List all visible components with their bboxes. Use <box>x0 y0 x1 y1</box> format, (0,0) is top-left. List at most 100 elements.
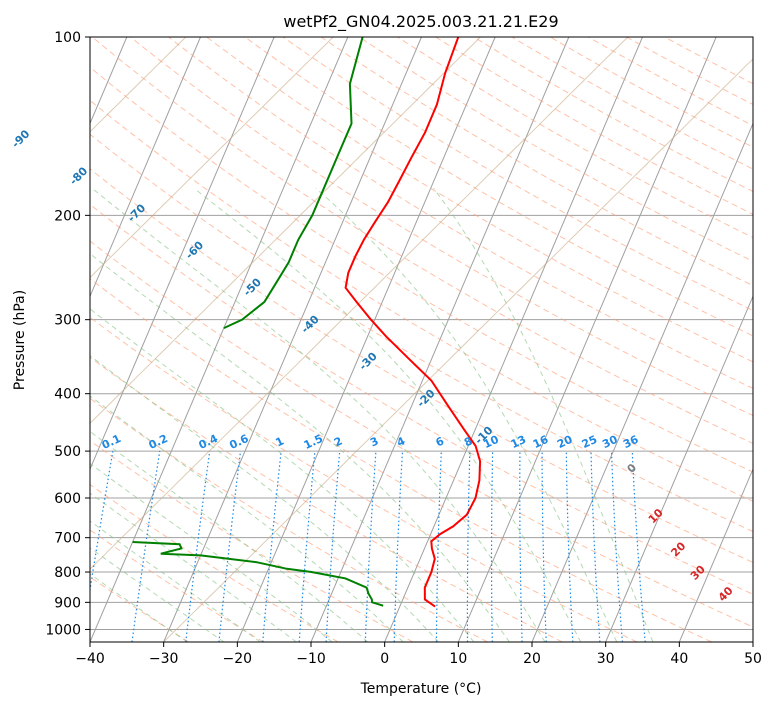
y-tick-label: 600 <box>54 491 81 507</box>
moist-adiabat <box>90 492 297 642</box>
moist-adiabat <box>90 573 188 642</box>
mixing-ratio-line <box>90 450 114 594</box>
dry-adiabat <box>90 316 638 642</box>
moist-adiabat <box>433 187 654 642</box>
mixing-ratio-label: 1.5 <box>302 432 325 452</box>
isotherm-line <box>678 467 753 642</box>
theta-e-label: 0 <box>625 461 640 476</box>
isotherm-line <box>384 37 643 642</box>
dry-adiabat <box>90 440 414 642</box>
x-tick-label: 50 <box>744 651 762 667</box>
x-tick-label: 40 <box>670 651 688 667</box>
theta-e-line <box>90 37 334 279</box>
dry-adiabat <box>90 356 563 642</box>
mixing-ratio-line <box>565 451 574 642</box>
grid-layer <box>90 37 753 642</box>
isotherm-line <box>605 295 753 642</box>
moist-adiabat <box>90 520 261 642</box>
y-tick-label: 800 <box>54 565 81 581</box>
dry-adiabat <box>90 483 339 642</box>
dry-adiabat <box>130 37 753 417</box>
mixing-ratio-label: 16 <box>531 433 551 451</box>
y-tick-label: 400 <box>54 387 81 403</box>
axis-layer: −40 −30 −20 −10 0 10 20 30 40 5010020030040050060… <box>45 30 762 667</box>
dry-adiabat <box>90 133 753 533</box>
x-tick-label: −30 <box>149 651 179 667</box>
mixing-ratio-line <box>298 451 316 642</box>
theta-e-label: 10 <box>646 506 666 526</box>
dry-adiabat <box>168 37 753 389</box>
moist-adiabat <box>315 187 618 642</box>
mixing-ratio-label: 30 <box>600 433 620 451</box>
mixing-ratio-label: 1 <box>274 434 286 449</box>
dry-adiabat <box>206 37 753 363</box>
moist-adiabat <box>90 547 225 642</box>
dry-adiabat <box>90 240 753 628</box>
dry-adiabat <box>90 397 488 642</box>
y-tick-label: 300 <box>54 313 81 329</box>
mixing-ratio-line <box>519 451 523 642</box>
moist-adiabat <box>90 252 510 642</box>
theta-e-line <box>90 37 629 570</box>
x-tick-label: 30 <box>597 651 615 667</box>
x-tick-label: 10 <box>449 651 467 667</box>
mixing-ratio-line <box>466 451 471 642</box>
isotherm-line <box>90 37 275 471</box>
chart-title: wetPf2_GN04.2025.003.21.21.E29 <box>283 12 558 32</box>
mixing-ratio-label: 4 <box>395 434 408 449</box>
theta-e-line <box>90 37 481 425</box>
mixing-ratio-line <box>218 451 242 642</box>
theta-e-line <box>163 58 753 642</box>
mixing-ratio-line <box>610 451 623 642</box>
mixing-ratio-label: 25 <box>580 433 599 451</box>
mixing-ratio-label: 0.1 <box>100 432 123 452</box>
dry-adiabat <box>549 37 753 148</box>
dry-adiabat <box>359 37 753 262</box>
y-tick-label: 200 <box>54 208 81 224</box>
moist-adiabat <box>91 187 546 642</box>
mixing-ratio-label: 20 <box>555 433 575 451</box>
mixing-ratio-line <box>631 451 646 642</box>
dry-adiabat <box>435 37 753 215</box>
dry-adiabat <box>90 278 712 642</box>
x-tick-label: 20 <box>523 651 541 667</box>
x-tick-label: −40 <box>75 651 105 667</box>
isotherm-label: -90 <box>9 127 32 150</box>
moist-adiabat <box>90 395 404 642</box>
y-tick-label: 500 <box>54 444 81 460</box>
y-tick-label: 900 <box>54 595 81 611</box>
x-tick-label: −20 <box>223 651 253 667</box>
dry-adiabat <box>90 66 753 473</box>
mixing-ratio-label: 6 <box>434 434 447 449</box>
isotherm-line <box>752 640 753 642</box>
dewpoint-profile <box>223 37 364 330</box>
isotherm-label: -80 <box>67 164 90 187</box>
dry-adiabat <box>90 203 753 595</box>
y-tick-label: 1000 <box>45 622 81 638</box>
dry-adiabat <box>511 37 753 170</box>
mixing-ratio-line <box>364 451 377 642</box>
dry-adiabat <box>90 168 753 563</box>
theta-e-label: 30 <box>688 562 708 582</box>
mixing-ratio-line <box>435 451 442 642</box>
x-axis-label: Temperature (°C) <box>360 681 482 697</box>
mixing-ratio-line <box>185 451 211 642</box>
mixing-ratio-label: 13 <box>509 433 528 451</box>
isotherm-line <box>90 37 201 298</box>
mixing-ratio-label: 0.2 <box>147 432 170 452</box>
mixing-ratio-label: 3 <box>368 434 380 449</box>
mixing-ratio-line <box>590 451 601 642</box>
mixing-ratio-label: 36 <box>621 433 641 451</box>
mixing-ratio-label: 0.4 <box>197 432 220 452</box>
moist-adiabat <box>193 187 582 642</box>
moist-adiabat <box>90 308 475 642</box>
mixing-ratio-label: 10 <box>481 433 501 451</box>
x-tick-label: 0 <box>380 651 389 667</box>
plot-frame <box>89 36 754 643</box>
y-axis-label: Pressure (hPa) <box>12 290 28 390</box>
moist-adiabat <box>90 462 333 642</box>
theta-e-label: 40 <box>716 584 736 604</box>
isotherm-line <box>531 122 753 642</box>
dry-adiabat <box>91 37 753 445</box>
